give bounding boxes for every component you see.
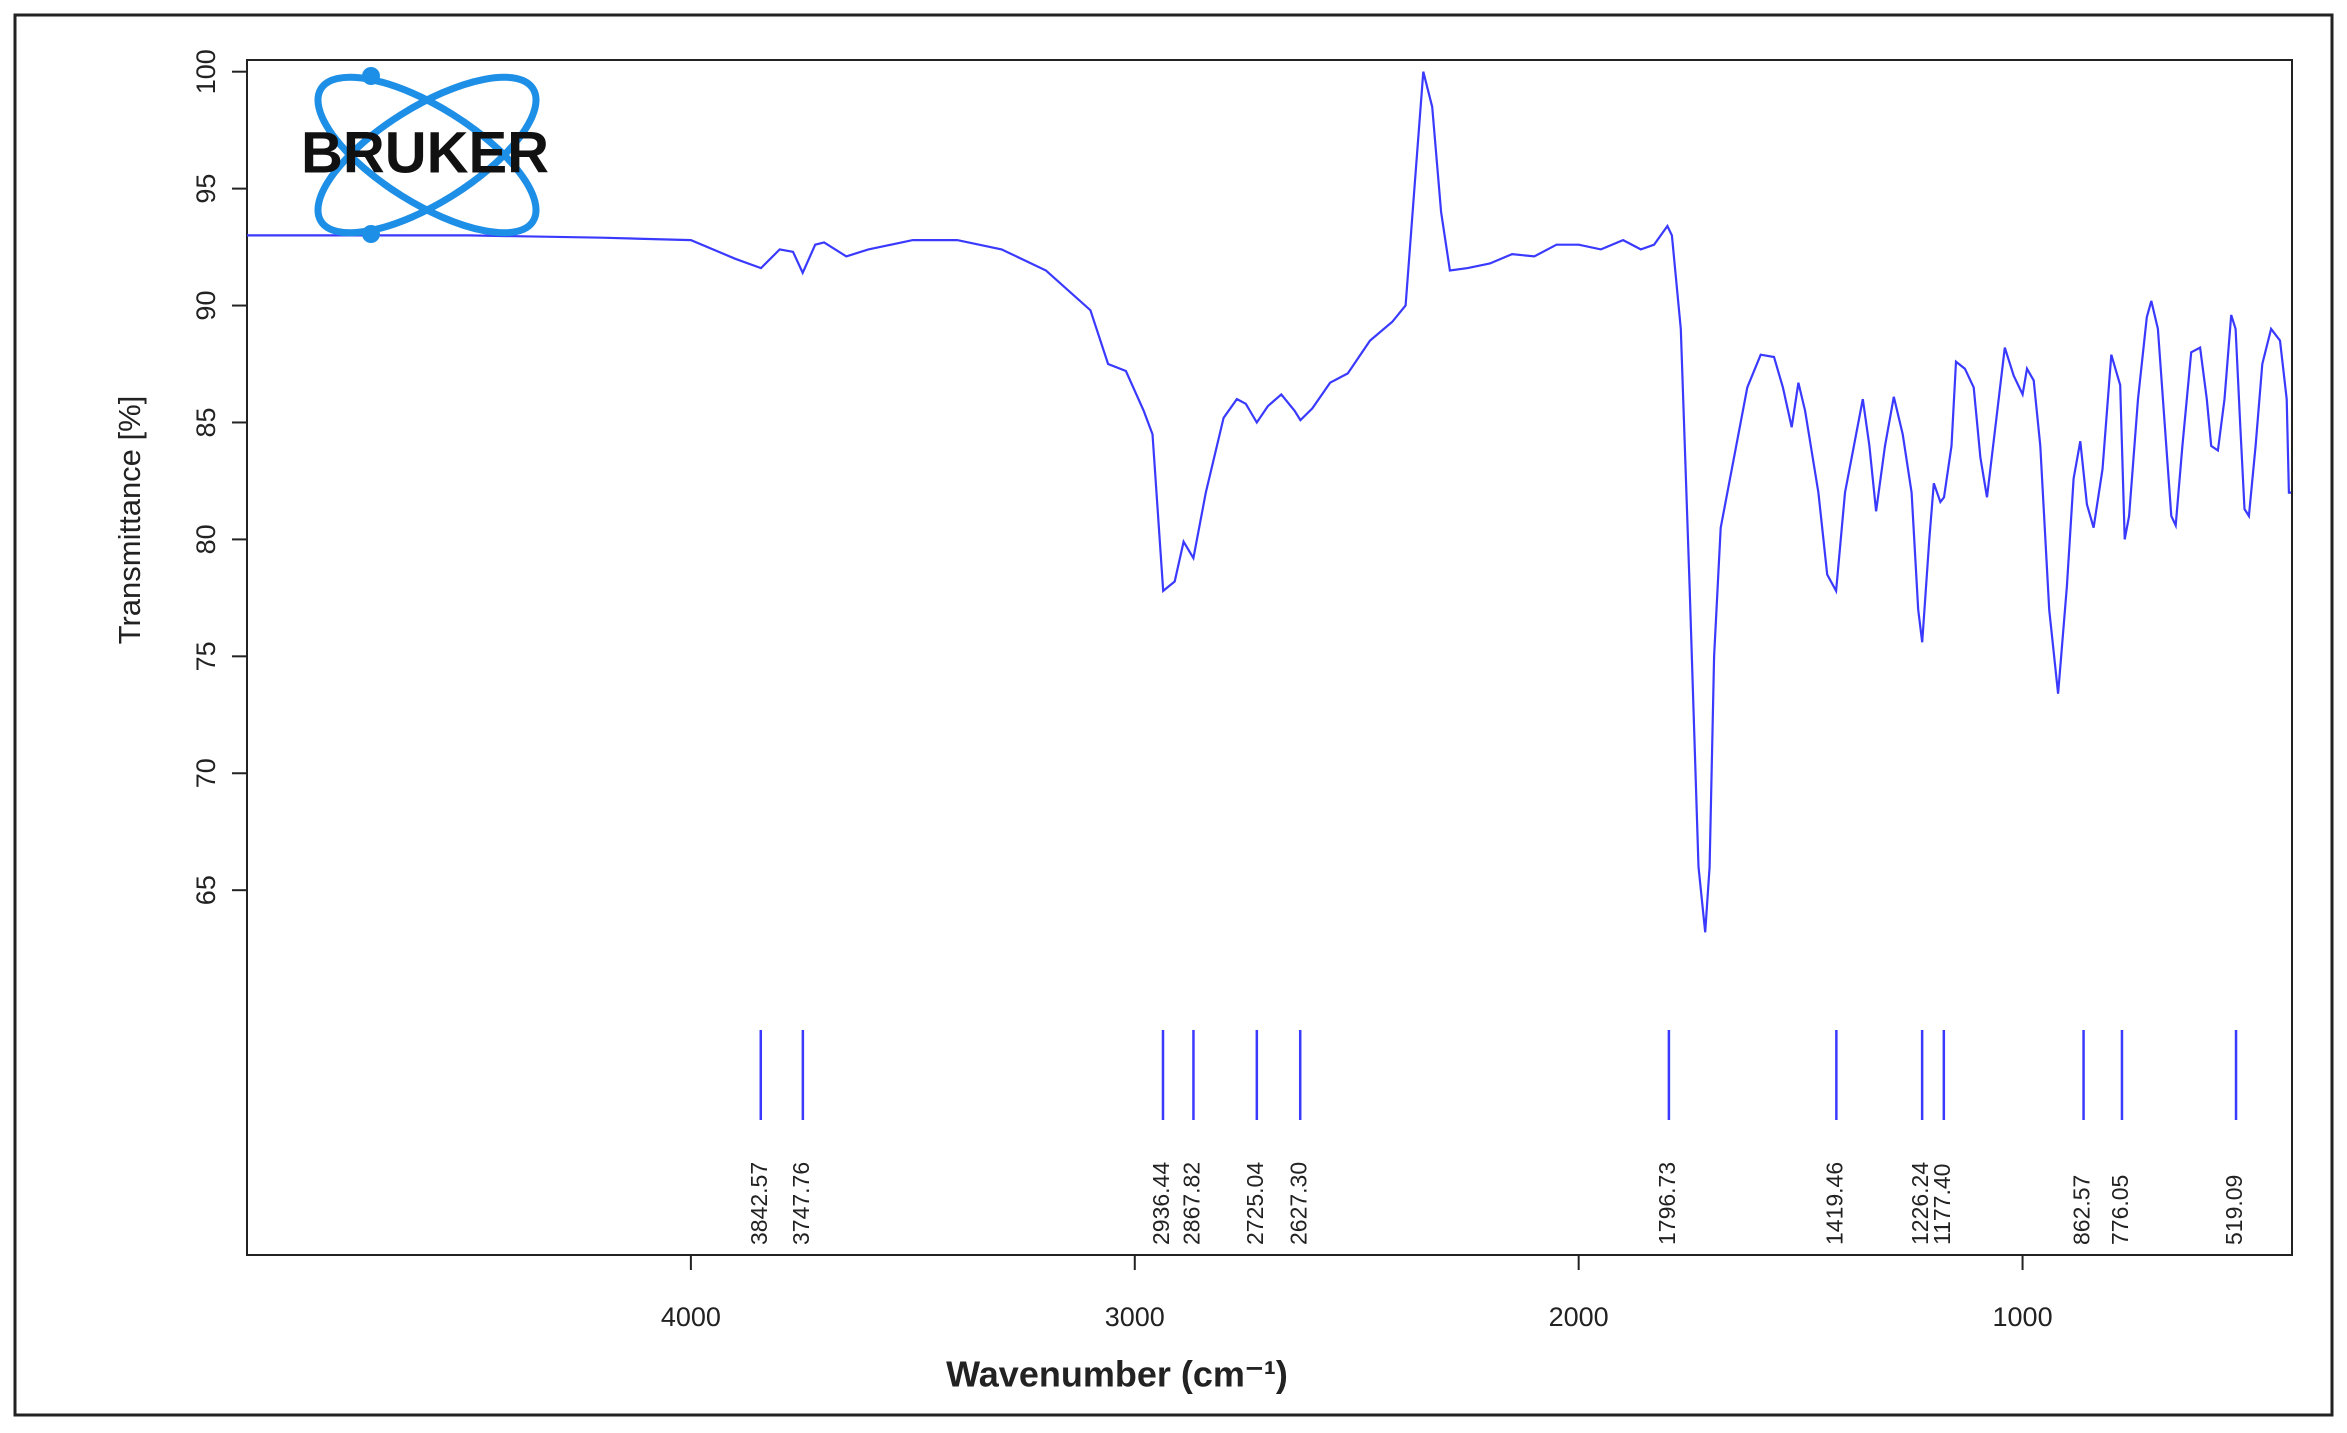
x-axis-title: Wavenumber (cm⁻¹) <box>946 1354 1288 1395</box>
peak-label: 1226.24 <box>1907 1162 1933 1245</box>
y-tick-label: 90 <box>191 291 221 321</box>
peak-label: 519.09 <box>2221 1175 2247 1245</box>
peak-label: 3842.57 <box>746 1162 772 1245</box>
peak-label: 776.05 <box>2107 1175 2133 1245</box>
peak-label: 2867.82 <box>1179 1162 1205 1245</box>
y-tick-label: 65 <box>191 875 221 905</box>
x-tick-label: 1000 <box>1993 1302 2053 1332</box>
y-tick-label: 100 <box>191 49 221 94</box>
frame <box>13 13 2334 1417</box>
y-tick-label: 80 <box>191 524 221 554</box>
peak-label: 2725.04 <box>1242 1162 1268 1245</box>
logo-orbit <box>314 73 540 237</box>
peak-label: 2936.44 <box>1148 1162 1174 1245</box>
y-tick-label: 75 <box>191 641 221 671</box>
y-tick-label: 85 <box>191 407 221 437</box>
peak-label: 2627.30 <box>1285 1162 1311 1245</box>
y-tick-label: 95 <box>191 174 221 204</box>
x-tick-label: 3000 <box>1105 1302 1165 1332</box>
logo-dot <box>362 225 380 243</box>
peak-label: 1177.40 <box>1929 1164 1955 1245</box>
logo-orbit <box>314 73 540 237</box>
logo-dot <box>362 67 380 85</box>
peak-label: 1796.73 <box>1654 1162 1680 1245</box>
logo-text: BRUKER <box>301 120 549 185</box>
logo: BRUKER <box>301 67 549 243</box>
peak-label: 862.57 <box>2069 1175 2095 1245</box>
x-tick-label: 4000 <box>661 1302 721 1332</box>
y-axis-title: Transmittance [%] <box>112 396 147 645</box>
peak-label: 1419.46 <box>1821 1162 1847 1245</box>
peak-label: 3747.76 <box>788 1162 814 1245</box>
spectrum-line <box>247 71 2292 933</box>
plot-area <box>246 59 2293 1256</box>
x-tick-label: 2000 <box>1549 1302 1609 1332</box>
y-tick-label: 70 <box>191 758 221 788</box>
